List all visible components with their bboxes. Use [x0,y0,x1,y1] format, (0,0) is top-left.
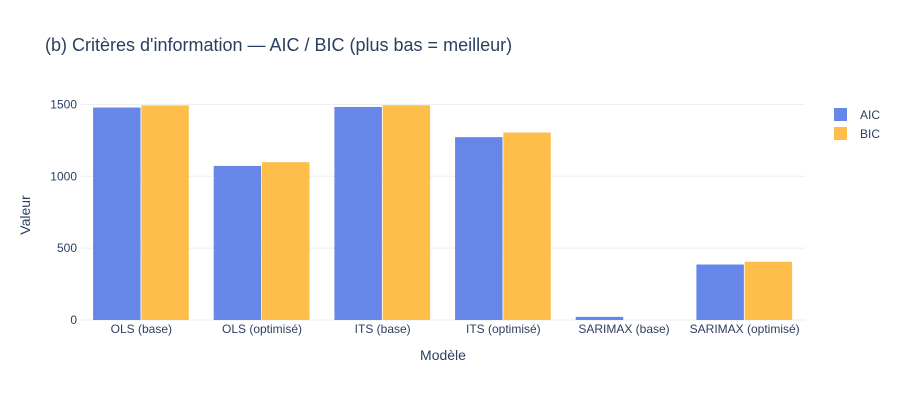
bar-aic-1[interactable] [213,165,262,320]
bar-aic-0[interactable] [93,107,141,320]
bar-bic-5[interactable] [744,261,793,320]
x-tick-label: ITS (optimisé) [466,322,541,336]
legend-label: AIC [860,108,880,122]
y-axis-title: Valeur [17,195,33,235]
y-tick-label: 500 [57,241,77,255]
x-tick-label: ITS (base) [355,322,411,336]
x-tick-labels: OLS (base) OLS (optimisé) ITS (base) ITS (o… [111,322,800,336]
x-tick-label: SARIMAX (base) [578,322,669,336]
x-tick-label: OLS (optimisé) [222,322,302,336]
bar-aic-5[interactable] [696,264,744,320]
bar-bic-1[interactable] [262,162,310,320]
legend[interactable]: AIC BIC [834,108,880,141]
x-tick-label: SARIMAX (optimisé) [690,322,800,336]
y-gridlines [81,103,805,321]
bar-aic-3[interactable] [455,137,503,320]
bar-aic-2[interactable] [334,106,382,321]
bars [93,105,793,321]
bar-bic-3[interactable] [503,132,551,320]
bar-bic-2[interactable] [382,105,431,320]
legend-item-aic[interactable]: AIC [834,108,880,122]
legend-item-bic[interactable]: BIC [834,127,880,141]
bar-bic-0[interactable] [141,105,189,320]
legend-swatch [834,127,847,140]
y-tick-label: 1500 [50,97,77,111]
y-tick-label: 1000 [50,169,77,183]
chart-title: (b) Critères d'information — AIC / BIC (… [45,35,512,55]
x-axis-title: Modèle [420,347,466,363]
y-tick-label: 0 [70,313,77,327]
legend-label: BIC [860,127,880,141]
x-tick-label: OLS (base) [111,322,172,336]
y-tick-labels: 0 500 1000 1500 [50,97,77,327]
legend-swatch [834,108,847,121]
bar-aic-4[interactable] [575,316,624,320]
